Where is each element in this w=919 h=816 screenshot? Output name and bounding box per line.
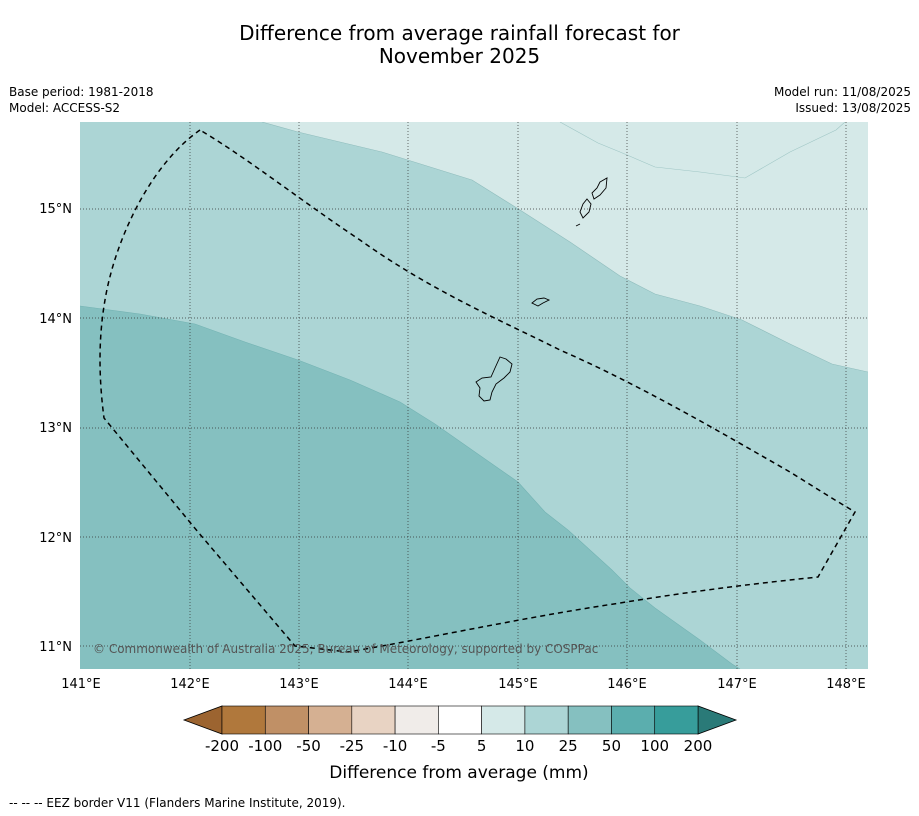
lat-label: 14°N — [39, 312, 72, 327]
lon-label: 142°E — [170, 677, 210, 692]
copyright-text: © Commonwealth of Australia 2025, Bureau… — [93, 642, 598, 656]
colorbar-segment — [394, 705, 439, 735]
colorbar-segment — [654, 705, 699, 735]
title-line-2: November 2025 — [378, 44, 541, 68]
colorbar-label: Difference from average (mm) — [329, 763, 588, 783]
colorbar-segment — [438, 705, 482, 735]
meta-right: Model run: 11/08/2025 Issued: 13/08/2025 — [774, 84, 911, 116]
map-area: © Commonwealth of Australia 2025, Bureau… — [80, 122, 868, 669]
saipan-island — [591, 177, 608, 200]
colorbar-segment — [308, 705, 353, 735]
colorbar-tick-label: -10 — [383, 737, 408, 755]
colorbar-segment — [524, 705, 569, 735]
lon-label: 146°E — [607, 677, 647, 692]
rota-island — [531, 297, 551, 307]
lon-label: 147°E — [717, 677, 757, 692]
gridlines — [80, 122, 868, 669]
zone-25-50 — [80, 306, 740, 669]
chart-title: Difference from average rainfall forecas… — [0, 22, 919, 68]
lat-labels: 15°N 14°N 13°N 12°N 11°N — [39, 202, 72, 655]
guam-island — [475, 356, 513, 402]
lat-label: 12°N — [39, 531, 72, 546]
colorbar-tick-label: 5 — [477, 737, 487, 755]
model-run-text: Model run: 11/08/2025 — [773, 85, 911, 99]
lon-label: 148°E — [826, 677, 866, 692]
colorbar-segment — [481, 705, 526, 735]
colorbar-extend-high — [697, 705, 738, 735]
colorbar-tick-label: -100 — [248, 737, 282, 755]
colorbar-tick-label: 50 — [602, 737, 621, 755]
title-line-1: Difference from average rainfall forecas… — [239, 21, 680, 45]
lon-label: 143°E — [279, 677, 319, 692]
colorbar: -200 -100 -50 -25 -10 -5 5 10 25 50 100 200 — [182, 705, 738, 755]
lon-label: 144°E — [388, 677, 428, 692]
lon-labels: 141°E 142°E 143°E 144°E 145°E 146°E 147°… — [61, 677, 866, 692]
islands — [475, 177, 608, 402]
colorbar-segment — [351, 705, 396, 735]
colorbar-extend-low — [182, 705, 223, 735]
colorbar-tick-label: 200 — [684, 737, 713, 755]
model-text: Model: ACCESS-S2 — [9, 101, 121, 115]
colorbar-tick-label: 25 — [559, 737, 578, 755]
lat-label: 11°N — [39, 640, 72, 655]
colorbar-tick-label: -200 — [205, 737, 239, 755]
colorbar-tick-label: -25 — [340, 737, 365, 755]
lon-label: 141°E — [61, 677, 101, 692]
meta-left: Base period: 1981-2018 Model: ACCESS-S2 — [9, 84, 154, 116]
colorbar-tick-label: -5 — [431, 737, 446, 755]
colorbar-tick-label: -50 — [296, 737, 321, 755]
issued-text: Issued: 13/08/2025 — [795, 101, 911, 115]
lon-label: 145°E — [498, 677, 538, 692]
aguijan-island — [575, 223, 581, 227]
colorbar-segment — [221, 705, 266, 735]
lat-label: 15°N — [39, 202, 72, 217]
base-period-text: Base period: 1981-2018 — [9, 85, 154, 99]
tinian-island — [579, 198, 592, 219]
colorbar-segment — [567, 705, 612, 735]
eez-footnote: -- -- -- EEZ border V11 (Flanders Marine… — [9, 796, 346, 810]
colorbar-segment — [264, 705, 309, 735]
lat-label: 13°N — [39, 421, 72, 436]
colorbar-segment — [611, 705, 656, 735]
colorbar-tick-label: 100 — [640, 737, 669, 755]
colorbar-tick-label: 10 — [515, 737, 534, 755]
zone-edge-top — [559, 122, 846, 179]
zone-edge-mid — [261, 122, 868, 373]
